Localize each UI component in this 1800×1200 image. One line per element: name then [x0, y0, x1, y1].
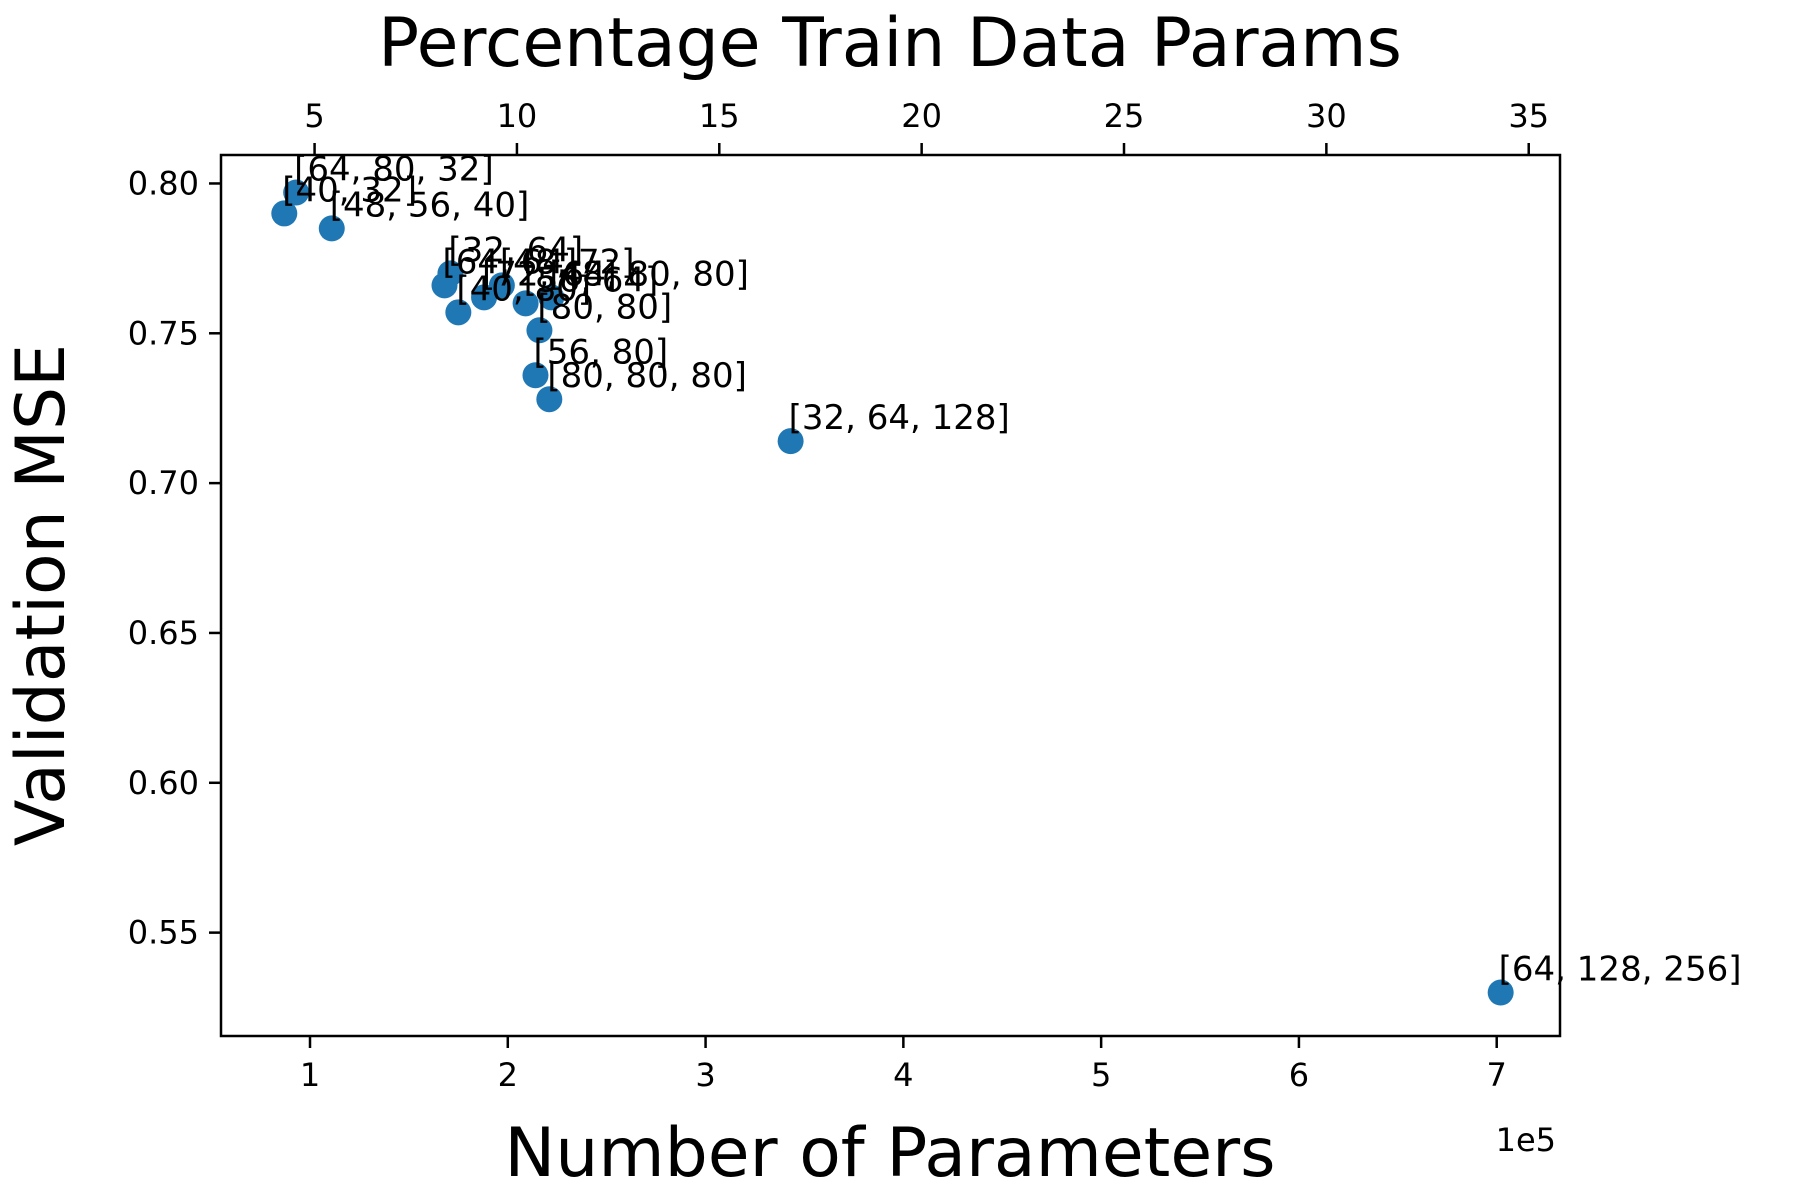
y-axis: 0.55 0.60 0.65 0.70 0.75 0.80	[128, 164, 221, 952]
data-point	[538, 284, 565, 311]
point-label: [48, 72]	[500, 242, 635, 282]
data-point	[318, 215, 345, 242]
data-point	[777, 428, 804, 455]
x-tick-label: 6	[1289, 1056, 1309, 1094]
top-tick-label: 35	[1508, 97, 1549, 135]
data-point	[283, 179, 310, 206]
data-point	[522, 362, 549, 389]
data-point	[431, 272, 458, 299]
x-tick-label: 2	[498, 1056, 518, 1094]
point-label: [80, 80]	[537, 287, 672, 327]
x-tick-label: 1	[300, 1056, 320, 1094]
point-label: [56, 64]	[524, 260, 659, 300]
x-tick-label: 7	[1487, 1056, 1507, 1094]
point-label: [56, 80]	[533, 332, 668, 372]
y-tick-label: 0.55	[128, 914, 199, 952]
y-tick-label: 0.80	[128, 164, 199, 202]
top-tick-label: 30	[1306, 97, 1347, 135]
point-label: [40, 32]	[282, 170, 417, 210]
plot-area-frame	[219, 153, 1562, 1038]
x-tick-label: 4	[893, 1056, 913, 1094]
x-axis-top: 5 10 15 20 25 30 35	[304, 97, 1549, 155]
x-axis-title: Number of Parameters	[504, 1114, 1275, 1193]
top-tick-label: 5	[304, 97, 324, 135]
x-axis-bottom: 1 2 3 4 5 6 7	[300, 1036, 1507, 1094]
point-label: [40, 80]	[456, 269, 591, 309]
data-point	[1487, 979, 1514, 1006]
data-point	[488, 272, 515, 299]
point-label: [64, 128, 256]	[1499, 950, 1742, 990]
top-tick-label: 25	[1104, 97, 1145, 135]
data-point	[445, 299, 472, 326]
x-axis-offset-label: 1e5	[1496, 1121, 1556, 1159]
point-label: [72, 48]	[482, 254, 617, 294]
y-tick-label: 0.60	[128, 764, 199, 802]
point-label: [80, 80, 80]	[547, 356, 747, 396]
y-axis-title: Validation MSE	[2, 344, 81, 846]
point-labels: [64, 80, 32][40, 32][48, 56, 40][32, 64]…	[282, 149, 1741, 989]
chart-title: Percentage Train Data Params	[378, 4, 1402, 83]
point-label: [32, 64]	[448, 230, 583, 270]
point-label: [64, 80, 80]	[549, 254, 749, 294]
top-tick-label: 20	[901, 97, 942, 135]
top-tick-label: 15	[699, 97, 740, 135]
data-points	[271, 179, 1514, 1006]
data-point	[271, 200, 298, 227]
data-point	[512, 290, 539, 317]
y-tick-label: 0.65	[128, 614, 199, 652]
y-tick-label: 0.70	[128, 464, 199, 502]
point-label: [48, 56, 40]	[330, 185, 530, 225]
x-tick-label: 5	[1091, 1056, 1111, 1094]
data-point	[536, 386, 563, 413]
x-tick-label: 3	[695, 1056, 715, 1094]
top-tick-label: 10	[497, 97, 538, 135]
point-label: [64, 64]	[442, 242, 577, 282]
data-point	[526, 317, 553, 344]
y-tick-label: 0.75	[128, 314, 199, 352]
point-label: [32, 64, 128]	[789, 398, 1010, 438]
